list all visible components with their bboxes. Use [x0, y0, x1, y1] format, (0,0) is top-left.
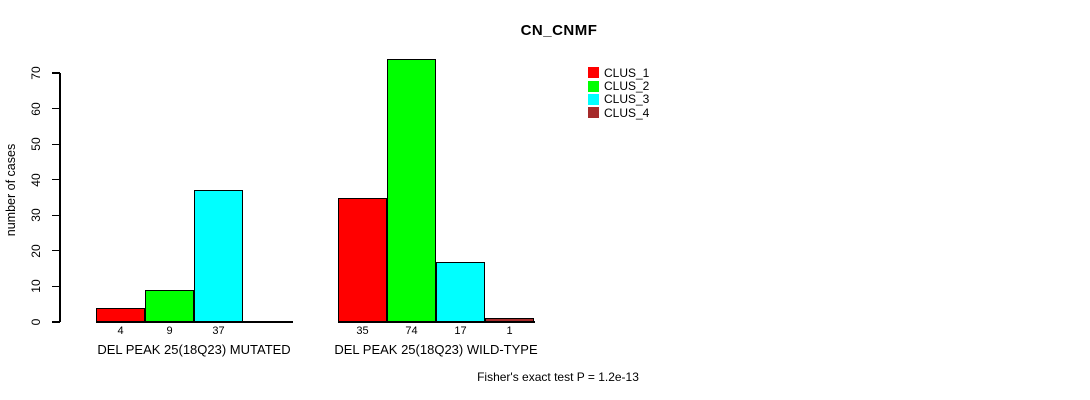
legend-row: CLUS_3	[588, 93, 649, 106]
group-label: DEL PEAK 25(18Q23) MUTATED	[97, 342, 291, 357]
legend-label: CLUS_4	[604, 105, 650, 120]
legend-label: CLUS_3	[604, 92, 650, 107]
bar-value-label: 1	[506, 325, 513, 337]
bar-value-label: 37	[212, 325, 225, 337]
bar-clus_1	[96, 307, 145, 322]
y-tick-label: 20	[29, 244, 43, 258]
stat-annotation: Fisher's exact test P = 1.2e-13	[477, 370, 639, 384]
bar-clus_3	[436, 261, 485, 322]
bar-value-label: 17	[454, 325, 467, 337]
bar-value-label: 35	[356, 325, 369, 337]
y-tick-label: 60	[29, 101, 43, 116]
x-axis-line	[337, 321, 535, 323]
legend-label: CLUS_2	[604, 79, 650, 94]
chart-title: CN_CNMF	[520, 22, 598, 39]
bar-value-label: 9	[166, 325, 173, 337]
y-tick-label: 50	[29, 137, 43, 151]
y-tick-label: 70	[29, 66, 43, 80]
y-tick-label: 0	[29, 318, 43, 326]
legend-swatch-clus_3	[588, 93, 599, 105]
legend-swatch-clus_4	[588, 107, 599, 119]
y-tick-mark	[52, 107, 60, 110]
bar-clus_2	[387, 58, 436, 322]
y-axis-label: number of cases	[4, 143, 18, 237]
legend-row: CLUS_2	[588, 79, 649, 92]
legend-swatch-clus_1	[588, 67, 599, 79]
y-tick-mark	[52, 72, 60, 74]
y-tick-mark	[52, 321, 60, 323]
legend-swatch-clus_2	[588, 80, 599, 92]
x-axis-line	[95, 321, 293, 323]
bar-clus_1	[338, 197, 387, 322]
y-tick-label: 30	[29, 208, 43, 222]
y-tick-mark	[52, 250, 60, 252]
legend: CLUS_1 CLUS_2 CLUS_3 CLUS_4	[588, 66, 649, 120]
bar-clus_2	[145, 289, 194, 322]
bar-value-label: 74	[405, 325, 418, 337]
y-tick-mark	[52, 285, 60, 288]
y-tick-mark	[52, 214, 60, 216]
y-tick-mark	[52, 179, 60, 181]
bar-clus_4	[485, 318, 534, 322]
group-label: DEL PEAK 25(18Q23) WILD-TYPE	[334, 342, 538, 357]
y-tick-mark	[52, 143, 60, 145]
y-tick-label: 40	[29, 173, 43, 187]
bar-clus_3	[194, 190, 243, 322]
legend-row: CLUS_1	[588, 66, 649, 79]
legend-label: CLUS_1	[604, 65, 650, 80]
y-axis-line	[59, 73, 61, 322]
bar-value-label: 4	[117, 325, 124, 337]
y-tick-label: 10	[29, 279, 43, 294]
legend-row: CLUS_4	[588, 106, 649, 119]
